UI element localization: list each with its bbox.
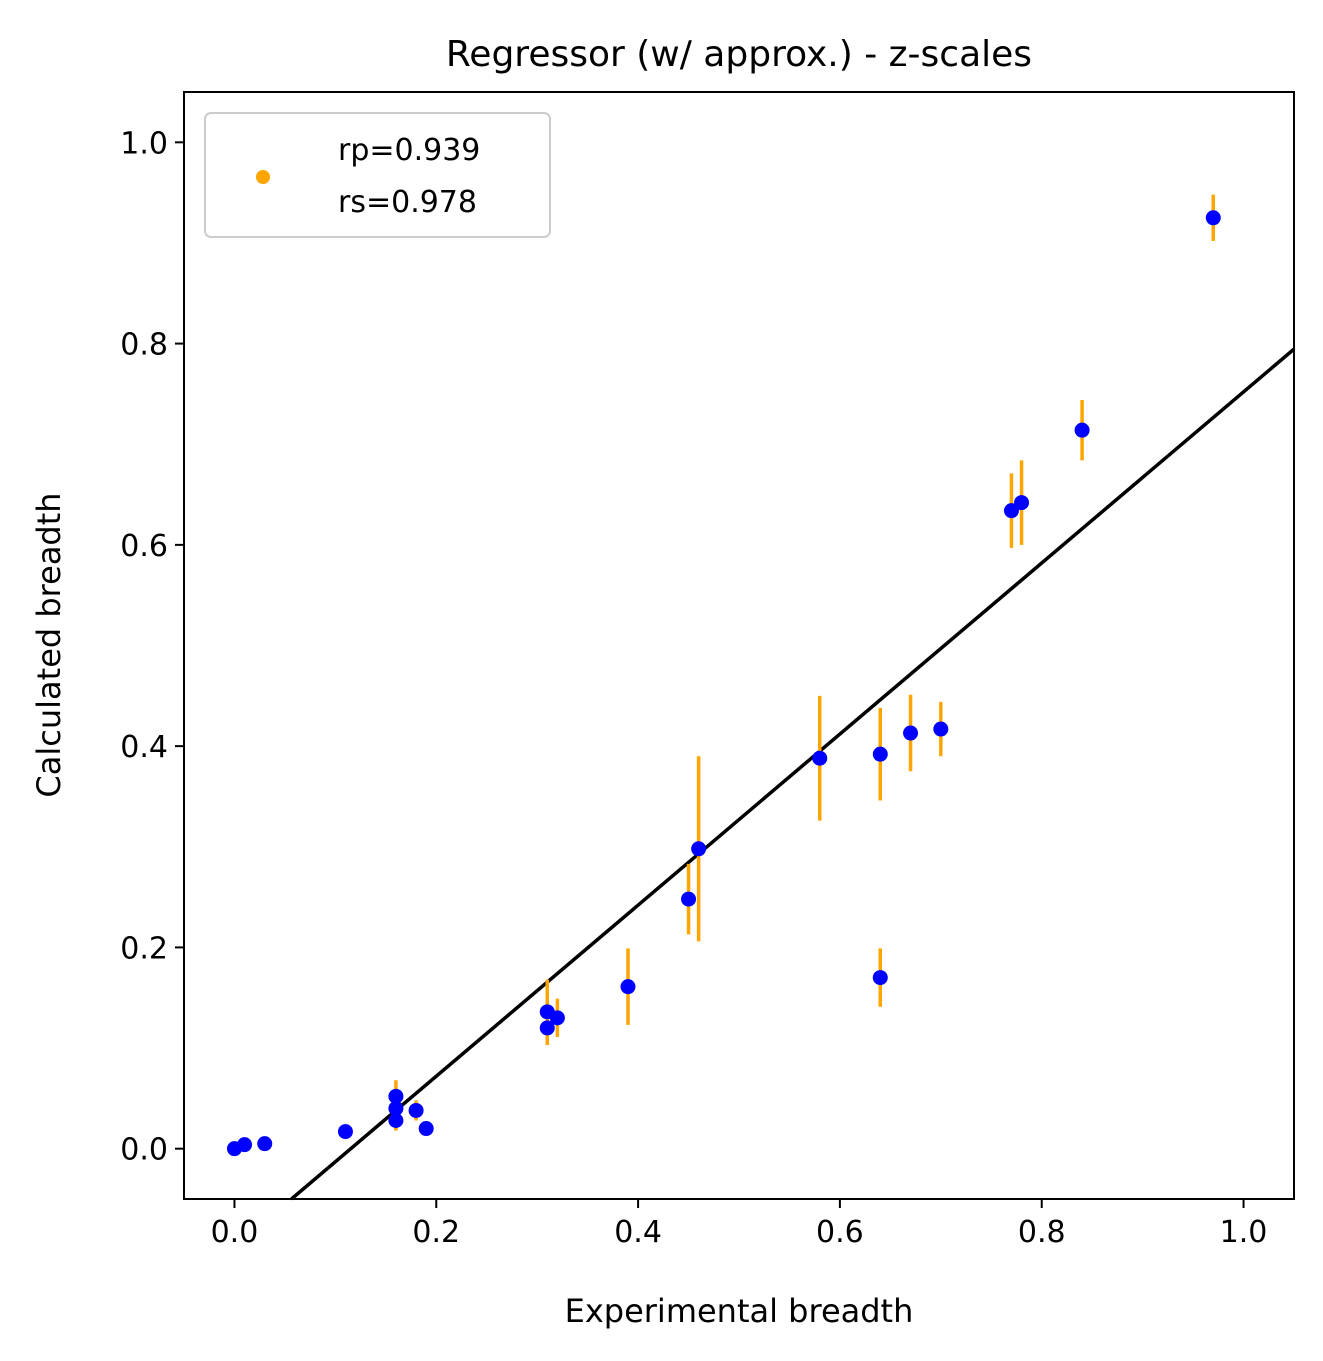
- data-point-16: [872, 746, 888, 762]
- fit-line-layer: [290, 347, 1296, 1201]
- x-tick-label-4: 0.8: [1018, 1215, 1066, 1250]
- data-point-4: [388, 1088, 404, 1104]
- y-axis-label: Calculated breadth: [30, 492, 68, 797]
- data-point-12: [620, 979, 636, 995]
- data-point-20: [1003, 503, 1019, 519]
- data-point-11: [549, 1010, 565, 1026]
- legend-line-rp: rp=0.939: [338, 133, 480, 168]
- data-point-2: [257, 1136, 273, 1152]
- plot-frame: [183, 91, 1295, 1200]
- data-point-21: [1014, 495, 1030, 511]
- data-point-5: [388, 1100, 404, 1116]
- data-point-8: [418, 1121, 434, 1137]
- x-tick-label-2: 0.4: [614, 1215, 662, 1250]
- y-tick-label-3: 0.6: [120, 529, 168, 564]
- data-point-14: [691, 841, 707, 857]
- data-point-15: [812, 750, 828, 766]
- data-point-13: [681, 891, 697, 907]
- legend-line-rs: rs=0.978: [338, 185, 477, 220]
- chart-title: Regressor (w/ approx.) - z-scales: [446, 34, 1032, 75]
- legend: rp=0.939 rs=0.978: [204, 112, 551, 238]
- x-tick-label-0: 0.0: [211, 1215, 259, 1250]
- fit-line: [290, 347, 1296, 1201]
- plot-area: [184, 92, 1294, 1199]
- data-point-17: [872, 970, 888, 986]
- x-axis-label: Experimental breadth: [565, 1292, 914, 1330]
- data-point-19: [933, 721, 949, 737]
- data-point-10: [539, 1020, 555, 1036]
- legend-marker: [256, 170, 270, 184]
- data-point-18: [903, 725, 919, 741]
- y-tick-label-0: 0.0: [120, 1133, 168, 1168]
- y-tick-label-5: 1.0: [120, 126, 168, 161]
- data-point-3: [337, 1124, 353, 1140]
- y-tick-label-1: 0.2: [120, 931, 168, 966]
- data-point-6: [388, 1113, 404, 1129]
- x-tick-label-1: 0.2: [412, 1215, 460, 1250]
- x-axis-ticks: 0.0 0.2 0.4 0.6 0.8 1.0: [211, 1199, 1268, 1250]
- data-point-7: [408, 1102, 424, 1118]
- data-point-1: [237, 1137, 253, 1153]
- y-tick-label-2: 0.4: [120, 730, 168, 765]
- y-tick-label-4: 0.8: [120, 328, 168, 363]
- y-axis-ticks: 0.0 0.2 0.4 0.6 0.8 1.0: [120, 126, 184, 1168]
- data-point-23: [1205, 210, 1221, 226]
- data-point-layer: [226, 210, 1221, 1157]
- data-point-22: [1074, 422, 1090, 438]
- x-tick-label-5: 1.0: [1220, 1215, 1268, 1250]
- legend-frame: [204, 112, 551, 238]
- x-tick-label-3: 0.6: [816, 1215, 864, 1250]
